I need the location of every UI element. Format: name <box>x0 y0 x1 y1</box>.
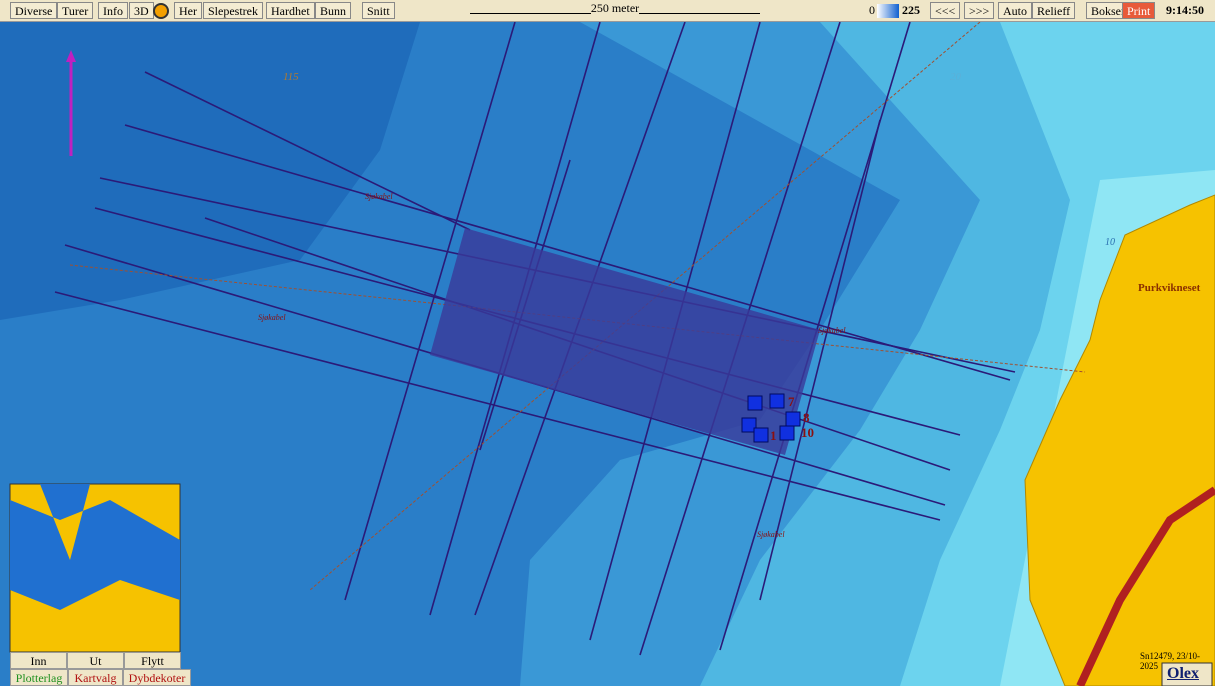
toolbar-button[interactable]: Turer <box>57 2 94 19</box>
map-label: 10 <box>1105 237 1115 248</box>
toolbar-button[interactable]: Her <box>174 2 202 19</box>
scale-bar: 250 meter <box>470 1 760 15</box>
toolbar-button[interactable]: Print <box>1122 2 1156 19</box>
depth-gradient <box>877 4 899 18</box>
map-label: Sjøkabel <box>757 530 785 539</box>
scale-label: 250 meter <box>590 1 640 15</box>
toolbar-button[interactable]: 3D <box>129 2 154 19</box>
toolbar-button[interactable]: <<< <box>930 2 961 19</box>
map-label: Sjøkabel <box>818 326 846 335</box>
toolbar-button[interactable]: Bunn <box>315 2 352 19</box>
minimap-button[interactable]: Inn <box>10 652 67 669</box>
status-text: Sn12479, 23/10-2025 <box>1140 651 1201 671</box>
map-label: 115 <box>283 71 299 83</box>
depth-max: 225 <box>902 3 920 17</box>
map-label: 10 <box>801 425 814 440</box>
toolbar-button[interactable]: >>> <box>964 2 995 19</box>
brand: Olex <box>1167 665 1199 682</box>
toolbar-button[interactable]: Snitt <box>362 2 395 19</box>
toolbar-button[interactable]: Slepestrek <box>203 2 263 19</box>
map-label: Sjøkabel <box>258 313 286 322</box>
map-label: Purkvikneset <box>1138 282 1201 294</box>
map-label: 20 <box>950 71 962 83</box>
toolbar-button[interactable]: Relieff <box>1032 2 1076 19</box>
map-label: 8 <box>803 410 810 425</box>
map-label: 1 <box>770 428 777 443</box>
tab[interactable]: Plotterlag <box>10 669 68 686</box>
toolbar-button[interactable]: Bokser <box>1086 2 1130 19</box>
clock: 9:14:50 <box>1166 3 1204 17</box>
minimap-button[interactable]: Flytt <box>124 652 181 669</box>
tab[interactable]: Dybdekoter <box>123 669 191 686</box>
map-label: 7 <box>788 394 795 409</box>
toolbar-button[interactable]: Info <box>98 2 128 19</box>
toolbar-button[interactable]: Diverse <box>10 2 58 19</box>
toolbar-button[interactable]: Auto <box>998 2 1032 19</box>
toolbar-button[interactable]: Hardhet <box>266 2 315 19</box>
toolbar: 250 meter 0 225 9:14:50 Diverse Turer Info… <box>0 0 1215 22</box>
map-label: Sjøkabel <box>365 192 393 201</box>
depth-min: 0 <box>869 3 875 17</box>
locate-icon <box>153 3 169 19</box>
tab[interactable]: Kartvalg <box>68 669 123 686</box>
minimap-button[interactable]: Ut <box>67 652 124 669</box>
